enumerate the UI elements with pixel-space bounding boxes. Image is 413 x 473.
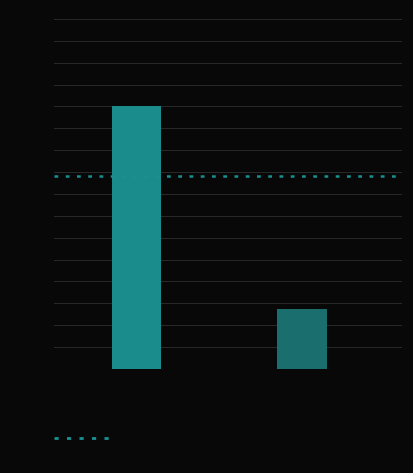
Bar — [277, 309, 326, 369]
Bar — [112, 106, 161, 369]
